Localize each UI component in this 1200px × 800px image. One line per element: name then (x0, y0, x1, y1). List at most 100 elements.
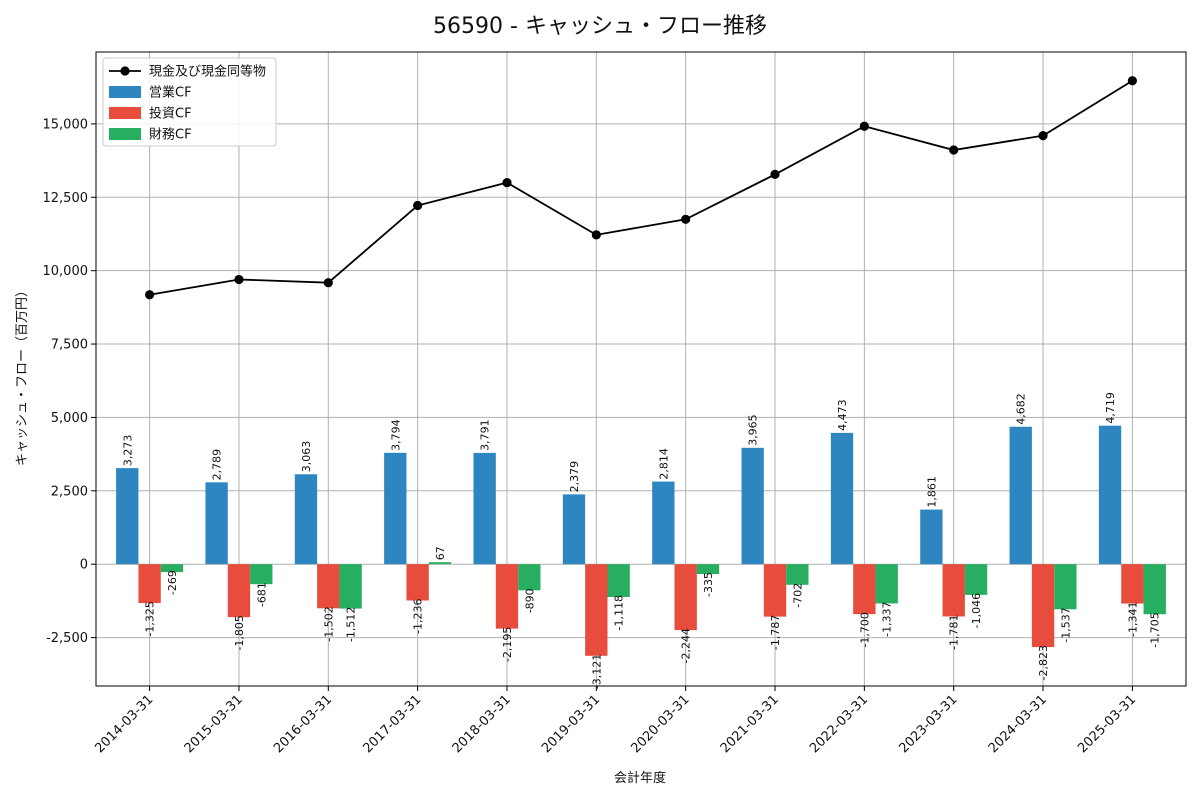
plot-frame (95, 51, 1187, 687)
bar-営業CF (830, 432, 854, 565)
bar-投資CF (763, 564, 787, 617)
bar-投資CF (495, 564, 519, 629)
x-tick-label: 2021-03-31 (718, 692, 782, 756)
bar-data-label: 3,273 (121, 435, 134, 467)
x-tick-label: 2016-03-31 (271, 692, 335, 756)
bar-data-label: 3,063 (300, 441, 313, 473)
legend-label: 現金及び現金同等物 (149, 64, 266, 80)
bar-営業CF (920, 509, 943, 565)
chart-title: 56590 - キャッシュ・フロー推移 (433, 14, 767, 39)
bar-data-label: 3,965 (747, 414, 760, 446)
cash-point (1038, 131, 1048, 141)
bar-data-label: 67 (434, 546, 447, 560)
y-tick-label: 0 (80, 558, 88, 573)
bar-財務CF (1054, 564, 1077, 610)
bar-data-label: -1,236 (412, 598, 425, 633)
x-tick-label: 2018-03-31 (450, 692, 514, 756)
legend-box (102, 57, 277, 147)
bar-data-label: -3,121 (590, 654, 603, 689)
y-tick-label: -2,500 (46, 631, 88, 646)
bar-data-label: -1,787 (769, 615, 782, 650)
bar-投資CF (227, 564, 251, 618)
legend-swatch (109, 107, 141, 119)
bar-財務CF (875, 564, 898, 604)
x-tick-label: 2022-03-31 (807, 692, 871, 756)
bar-財務CF (1143, 564, 1166, 615)
x-tick-label: 2017-03-31 (360, 692, 424, 756)
cash-point (949, 145, 959, 155)
cash-point (502, 178, 512, 188)
cash-point (145, 290, 155, 300)
y-tick-label: 7,500 (51, 338, 88, 353)
x-tick-label: 2024-03-31 (986, 692, 1050, 756)
cash-point (413, 200, 423, 211)
bar-data-label: -1,337 (881, 601, 894, 636)
bar-data-label: -1,700 (858, 612, 871, 647)
bar-data-label: 2,789 (211, 449, 224, 481)
bar-data-label: -890 (523, 588, 536, 613)
bar-営業CF (473, 452, 496, 565)
x-tick-label: 2015-03-31 (182, 692, 246, 756)
bar-財務CF (964, 564, 988, 595)
bar-data-label: 1,861 (925, 476, 938, 508)
x-tick-label: 2014-03-31 (92, 692, 156, 756)
bar-data-label: -1,781 (948, 614, 961, 649)
x-axis-label: 会計年度 (614, 770, 666, 786)
bar-data-label: 4,719 (1104, 392, 1117, 424)
cash-point (681, 214, 691, 224)
cash-line (149, 79, 1133, 296)
bar-data-label: -2,244 (680, 628, 693, 663)
bar-label-layer: 3,273 2,789 3,063 3,794 3,791 2,379 2,814 3,965… (121, 392, 1161, 689)
bar-財務CF (518, 564, 541, 591)
legend-swatch (109, 86, 141, 98)
legend-label: 投資CF (149, 106, 192, 122)
bar-data-label: -1,502 (322, 606, 335, 641)
x-tick-label: 2023-03-31 (896, 692, 960, 756)
x-tick-label: 2019-03-31 (539, 692, 603, 756)
bar-投資CF (1121, 564, 1144, 604)
bar-投資CF (585, 564, 608, 656)
bar-投資CF (317, 564, 340, 609)
bar-営業CF (116, 468, 139, 565)
legend-label: 営業CF (149, 85, 192, 101)
bar-data-label: -1,325 (144, 601, 157, 636)
y-tick-label: 15,000 (43, 117, 89, 132)
cash-point (591, 230, 601, 240)
bar-data-label: 2,814 (657, 448, 670, 480)
bar-data-label: -1,805 (233, 615, 246, 650)
bar-data-label: -1,512 (345, 607, 358, 642)
cash-point (323, 278, 333, 288)
bar-data-label: -1,341 (1126, 602, 1139, 637)
bar-layer (116, 425, 1166, 656)
bar-営業CF (1009, 426, 1032, 565)
bar-財務CF (607, 564, 630, 598)
bar-財務CF (428, 562, 452, 565)
bar-営業CF (562, 494, 586, 565)
bar-data-label: 3,791 (479, 419, 492, 451)
line-layer (145, 76, 1137, 300)
y-axis-label: キャッシュ・フロー（百万円） (15, 284, 30, 466)
bar-data-label: -1,046 (970, 593, 983, 628)
bar-営業CF (384, 452, 407, 565)
bar-data-label: -335 (702, 572, 715, 597)
bar-投資CF (942, 564, 965, 617)
bar-data-label: -702 (791, 583, 804, 608)
bar-財務CF (339, 564, 362, 609)
bar-営業CF (205, 482, 228, 565)
bar-data-label: -681 (255, 582, 268, 607)
bar-data-label: -1,537 (1059, 607, 1072, 642)
bar-投資CF (674, 564, 697, 631)
y-tick-label: 12,500 (43, 191, 89, 206)
bar-財務CF (786, 564, 809, 585)
bar-data-label: 4,682 (1015, 393, 1028, 425)
bar-投資CF (138, 564, 161, 604)
bar-data-label: 2,379 (568, 461, 581, 493)
cash-point (770, 169, 780, 179)
bar-投資CF (853, 564, 876, 615)
y-tick-label: 10,000 (43, 264, 89, 279)
bar-投資CF (1031, 564, 1055, 648)
bar-営業CF (652, 481, 675, 565)
